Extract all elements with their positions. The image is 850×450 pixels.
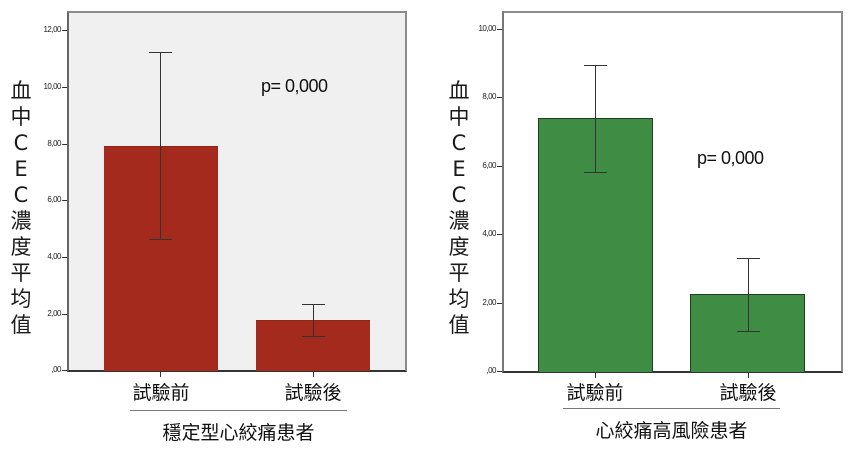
y-tick-label: ,00 [486, 366, 496, 375]
y-tick-label: 4,00 [47, 252, 61, 261]
group-title: 心絞痛高風險患者 [595, 420, 748, 442]
ylabel-char: 血 [448, 79, 470, 103]
ylabel-char: 濃 [10, 209, 32, 233]
error-cap-bottom [737, 331, 760, 332]
ylabel-char: C [13, 183, 29, 207]
x-tick [313, 371, 314, 377]
ylabel-char: 血 [10, 79, 32, 103]
ylabel-char: C [451, 131, 467, 155]
y-axis-label: 血 中 C E C 濃 度 平 均 值 [8, 78, 34, 338]
y-tick-label: 10,00 [43, 82, 61, 91]
y-tick-label: 2,00 [47, 309, 61, 318]
category-label-after: 試驗後 [719, 382, 777, 404]
y-tick [497, 371, 502, 372]
ylabel-char: 值 [448, 313, 470, 337]
y-tick [62, 87, 67, 88]
error-bar [595, 65, 596, 172]
y-tick [497, 303, 502, 304]
y-tick [62, 257, 67, 258]
y-tick-label: 4,00 [482, 229, 496, 238]
ylabel-char: 度 [448, 235, 470, 259]
group-title: 穩定型心絞痛患者 [162, 422, 315, 444]
y-tick-label: 2,00 [482, 298, 496, 307]
category-label-before: 試驗前 [132, 382, 190, 404]
group-underline [563, 408, 780, 409]
y-tick [497, 97, 502, 98]
ylabel-char: 濃 [448, 209, 470, 233]
error-cap-top [584, 65, 607, 66]
ylabel-char: 中 [448, 105, 470, 129]
category-label-after: 試驗後 [284, 382, 342, 404]
y-tick [497, 29, 502, 30]
error-bar [313, 304, 314, 336]
ylabel-char: E [14, 157, 28, 181]
y-tick [62, 314, 67, 315]
ylabel-char: E [452, 157, 466, 181]
y-axis-label: 血 中 C E C 濃 度 平 均 值 [446, 78, 472, 338]
ylabel-char: 中 [10, 105, 32, 129]
ylabel-char: 度 [10, 235, 32, 259]
y-tick-label: 6,00 [482, 161, 496, 170]
y-tick-label: 10,00 [478, 24, 496, 33]
y-tick [62, 370, 67, 371]
error-cap-top [149, 52, 172, 53]
error-bar [160, 52, 161, 239]
category-label-before: 試驗前 [566, 382, 624, 404]
error-cap-bottom [302, 336, 325, 337]
x-tick [595, 372, 596, 378]
y-tick-label: 12,00 [43, 25, 61, 34]
left-chart: 血 中 C E C 濃 度 平 均 值 12,00 10,00 8,00 6,0… [8, 11, 407, 444]
ylabel-char: 平 [10, 261, 32, 285]
error-cap-bottom [584, 172, 607, 173]
error-bar [748, 258, 749, 331]
p-value-annotation: p= 0,000 [261, 76, 328, 96]
y-tick [62, 200, 67, 201]
x-tick [160, 371, 161, 377]
p-value-annotation: p= 0,000 [697, 148, 764, 168]
ylabel-char: 均 [10, 287, 32, 311]
y-tick-label: 8,00 [482, 92, 496, 101]
error-cap-bottom [149, 239, 172, 240]
ylabel-char: C [13, 131, 29, 155]
ylabel-char: 平 [448, 261, 470, 285]
group-underline [130, 410, 347, 411]
ylabel-char: 均 [448, 287, 470, 311]
y-tick [497, 166, 502, 167]
y-tick [497, 234, 502, 235]
y-tick [62, 144, 67, 145]
bar-after [690, 294, 805, 372]
error-cap-top [737, 258, 760, 259]
x-tick [748, 372, 749, 378]
y-tick-label: 8,00 [47, 139, 61, 148]
y-tick-label: 6,00 [47, 195, 61, 204]
ylabel-char: 值 [10, 313, 32, 337]
bar-before [104, 146, 218, 371]
ylabel-char: C [451, 183, 467, 207]
y-tick [62, 30, 67, 31]
error-cap-top [302, 304, 325, 305]
y-tick-label: ,00 [51, 365, 61, 374]
